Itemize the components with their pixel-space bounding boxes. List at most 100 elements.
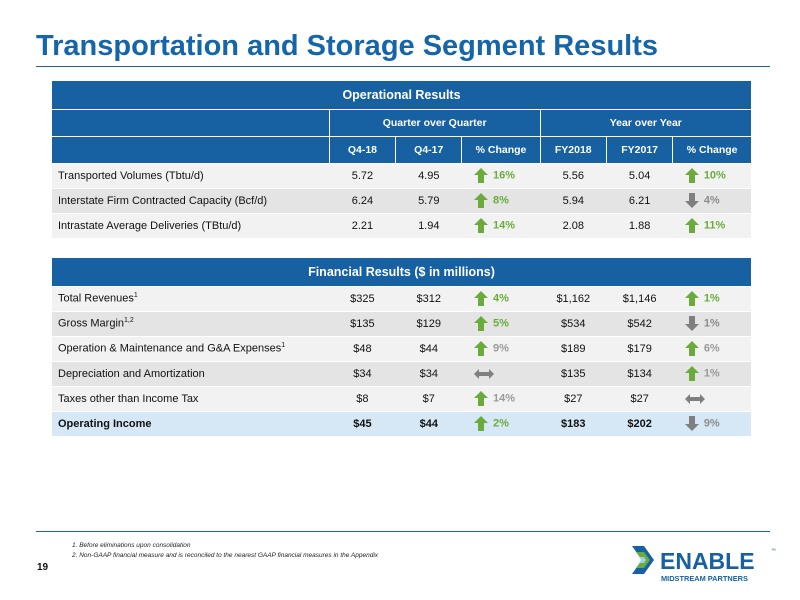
col-header-fy2018: FY2018 — [539, 135, 607, 164]
yoy-change-cell: 10% — [672, 163, 751, 189]
percent-change: 9% — [492, 342, 509, 355]
row-label: Operating Income — [52, 411, 330, 437]
table-row: Total Revenues1 $325 $312 4% $1,162 $1,146 1% — [52, 286, 751, 312]
table-row: Interstate Firm Contracted Capacity (Bcf… — [52, 188, 751, 214]
yoy-change-cell: 1% — [672, 311, 751, 337]
q4-18-value: $45 — [329, 411, 396, 437]
fy2017-value: $27 — [606, 386, 673, 412]
page-number: 19 — [37, 562, 49, 573]
fy2018-value: $189 — [540, 336, 607, 362]
fy2017-value: $179 — [606, 336, 673, 362]
arrow-up-icon — [473, 291, 493, 306]
quarter-over-quarter-header: Quarter over Quarter — [328, 108, 541, 137]
fy2018-value: 2.08 — [540, 213, 607, 239]
title-divider — [36, 66, 770, 67]
q4-18-value: $325 — [329, 286, 396, 312]
col-header-yoy-change: % Change — [672, 135, 751, 164]
row-label: Gross Margin1,2 — [52, 311, 330, 337]
qoq-change-cell: 8% — [461, 188, 541, 214]
col-header-q4-18: Q4-18 — [328, 135, 396, 164]
fy2018-value: $183 — [540, 411, 607, 437]
arrow-left-right-icon — [684, 393, 710, 405]
logo-tagline: MIDSTREAM PARTNERS — [661, 574, 748, 583]
arrow-up-icon — [473, 218, 493, 233]
fy2017-value: 1.88 — [606, 213, 673, 239]
q4-18-value: 6.24 — [329, 188, 396, 214]
q4-18-value: $34 — [329, 361, 396, 387]
fy2017-value: $542 — [606, 311, 673, 337]
row-label: Interstate Firm Contracted Capacity (Bcf… — [52, 188, 330, 214]
arrow-up-icon — [473, 416, 493, 431]
footer-divider — [36, 531, 770, 532]
fy2017-value: $202 — [606, 411, 673, 437]
q4-17-value: 1.94 — [395, 213, 462, 239]
arrow-up-icon — [684, 218, 704, 233]
percent-change: 1% — [703, 317, 720, 330]
q4-17-value: $129 — [395, 311, 462, 337]
qoq-change-cell — [461, 361, 541, 387]
arrow-up-icon — [473, 341, 493, 356]
arrow-up-icon — [473, 316, 493, 331]
col-header-fy2017: FY2017 — [605, 135, 673, 164]
qoq-change-cell: 2% — [461, 411, 541, 437]
footnote-marker: 1 — [281, 342, 286, 350]
operational-results-table: Operational Results Quarter over Quarter… — [52, 81, 751, 239]
q4-18-value: 2.21 — [329, 213, 396, 239]
qoq-change-cell: 9% — [461, 336, 541, 362]
yoy-change-cell: 6% — [672, 336, 751, 362]
q4-17-value: $34 — [395, 361, 462, 387]
q4-18-value: $8 — [329, 386, 396, 412]
table-row: Taxes other than Income Tax $8 $7 14% $27 $27 — [52, 386, 751, 412]
table-row: Depreciation and Amortization $34 $34 $135 $… — [52, 361, 751, 387]
q4-18-value: $48 — [329, 336, 396, 362]
row-label: Operation & Maintenance and G&A Expenses… — [52, 336, 330, 362]
yoy-change-cell — [672, 386, 751, 412]
yoy-change-cell: 9% — [672, 411, 751, 437]
q4-17-value: 4.95 — [395, 163, 462, 189]
col-header-q4-17: Q4-17 — [395, 135, 462, 164]
page-title: Transportation and Storage Segment Resul… — [36, 30, 658, 62]
percent-change: 1% — [703, 292, 720, 305]
col-header-qoq-change: % Change — [461, 135, 541, 164]
qoq-change-cell: 14% — [461, 386, 541, 412]
table-row: Transported Volumes (Tbtu/d) 5.72 4.95 16% 5… — [52, 163, 751, 189]
fy2017-value: $1,146 — [606, 286, 673, 312]
arrow-up-icon — [684, 341, 704, 356]
row-label: Total Revenues1 — [52, 286, 330, 312]
percent-change: 4% — [703, 194, 720, 207]
percent-change: 16% — [492, 169, 515, 182]
row-label-text: Depreciation and Amortization — [58, 367, 205, 380]
fy2018-value: $135 — [540, 361, 607, 387]
q4-17-value: $44 — [395, 336, 462, 362]
percent-change: 8% — [492, 194, 509, 207]
fy2018-value: $1,162 — [540, 286, 607, 312]
qoq-change-cell: 14% — [461, 213, 541, 239]
financial-results-heading: Financial Results ($ in millions) — [52, 258, 751, 287]
percent-change: 9% — [703, 417, 720, 430]
row-label: Depreciation and Amortization — [52, 361, 330, 387]
fy2017-value: 6.21 — [606, 188, 673, 214]
footnote-marker: 1 — [133, 292, 138, 300]
row-label-text: Taxes other than Income Tax — [58, 392, 199, 405]
arrow-up-icon — [684, 291, 704, 306]
year-over-year-header: Year over Year — [539, 108, 751, 137]
fy2017-value: 5.04 — [606, 163, 673, 189]
percent-change: 1% — [703, 367, 720, 380]
arrow-up-icon — [684, 168, 704, 183]
percent-change: 10% — [703, 169, 726, 182]
row-label: Intrastate Average Deliveries (TBtu/d) — [52, 213, 330, 239]
footnote: 1. Before eliminations upon consolidatio… — [72, 542, 191, 549]
row-label-text: Gross Margin — [58, 317, 125, 330]
q4-17-value: $44 — [395, 411, 462, 437]
enable-midstream-logo: ENABLE ™ MIDSTREAM PARTNERS — [632, 546, 776, 583]
percent-change: 4% — [492, 292, 509, 305]
percent-change: 14% — [492, 219, 515, 232]
table-row: Operating Income $45 $44 2% $183 $202 9% — [52, 411, 751, 437]
yoy-change-cell: 11% — [672, 213, 751, 239]
fy2017-value: $134 — [606, 361, 673, 387]
arrow-up-icon — [473, 168, 493, 183]
footnote-marker: 1,2 — [124, 317, 134, 325]
logo-trademark: ™ — [771, 548, 776, 554]
row-label-text: Operating Income — [58, 417, 152, 430]
arrow-up-icon — [473, 391, 493, 406]
